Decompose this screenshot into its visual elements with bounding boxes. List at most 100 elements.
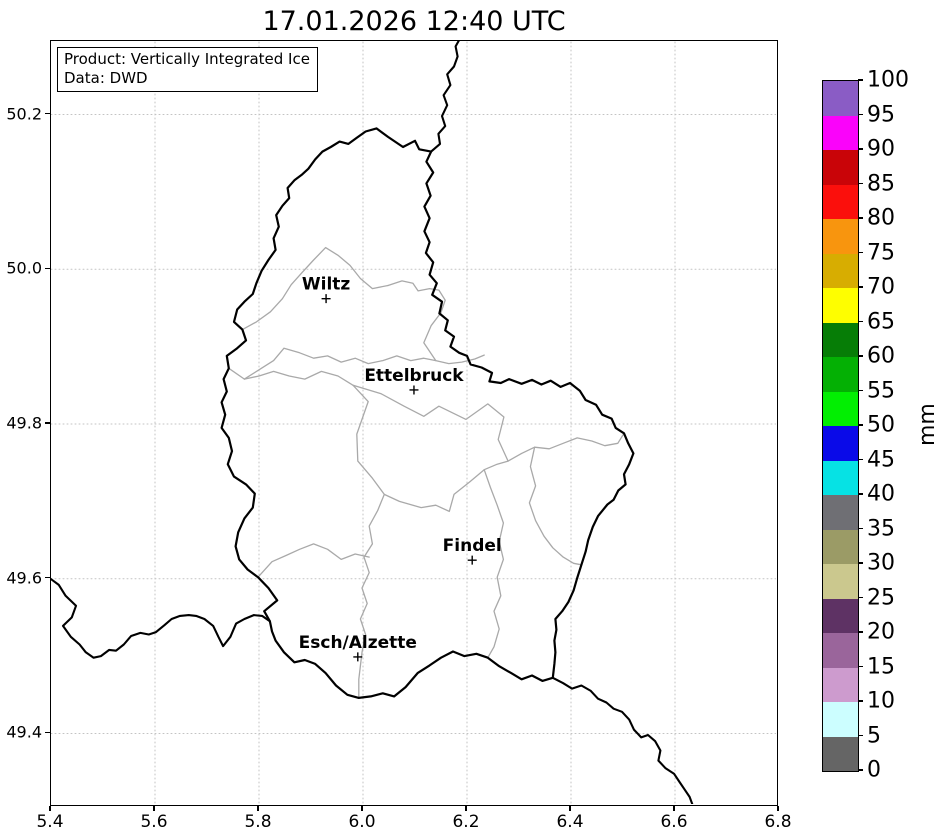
colorbar-segment-75-80 (823, 219, 858, 254)
colorbar-tick-mark (858, 631, 863, 633)
colorbar-tick-mark (858, 217, 863, 219)
x-tick-label: 6.8 (764, 812, 792, 832)
y-tick-mark (45, 112, 50, 115)
colorbar-segment-10-15 (823, 667, 858, 702)
colorbar-segment-95-100 (823, 81, 858, 116)
x-tick-mark (673, 806, 675, 811)
colorbar-tick-mark (858, 424, 863, 426)
x-tick-label: 6.6 (660, 812, 688, 832)
colorbar-tick-label: 5 (867, 723, 881, 748)
colorbar-tick-label: 85 (867, 171, 895, 196)
colorbar-tick-label: 70 (867, 274, 895, 300)
admin-border (528, 446, 583, 566)
colorbar-tick-mark (858, 148, 863, 150)
colorbar-segment-50-55 (823, 391, 858, 426)
colorbar-segment-0-5 (823, 736, 858, 771)
colorbar-tick-label: 25 (867, 585, 895, 610)
y-tick-mark (45, 267, 50, 269)
admin-border (228, 367, 354, 386)
colorbar-tick-mark (858, 700, 863, 702)
colorbar-tick-label: 30 (867, 550, 895, 576)
x-tick-label: 6.2 (452, 812, 480, 832)
border-france-belgium (51, 577, 271, 659)
colorbar-tick-mark (858, 79, 863, 81)
city-marker (321, 294, 331, 304)
x-tick-label: 5.6 (140, 812, 168, 832)
luxembourg-map: Wiltz Ettelbruck Findel Esch/Alzette (51, 41, 776, 804)
x-tick-mark (569, 806, 571, 811)
colorbar-tick-mark (858, 665, 863, 668)
colorbar-segment-90-95 (823, 115, 858, 150)
colorbar-tick-label: 55 (867, 378, 895, 403)
city-marker (467, 555, 477, 565)
colorbar-tick-mark (858, 527, 863, 530)
y-tick-label: 50.2 (6, 104, 42, 123)
x-tick-label: 6.4 (556, 812, 584, 832)
colorbar-tick-label: 50 (867, 412, 895, 438)
colorbar-tick-mark (858, 769, 863, 771)
colorbar-segment-25-30 (823, 564, 858, 599)
admin-border (257, 543, 370, 578)
city-label: Esch/Alzette (299, 633, 417, 653)
colorbar-tick-label: 20 (867, 619, 895, 645)
colorbar-segment-85-90 (823, 150, 858, 185)
colorbar-tick-label: 65 (867, 309, 895, 334)
colorbar-segment-40-45 (823, 460, 858, 495)
product-line: Product: Vertically Integrated Ice (64, 50, 310, 68)
colorbar-tick-mark (858, 596, 863, 599)
city-label: Findel (443, 536, 502, 556)
plot-title: 17.01.2026 12:40 UTC (262, 6, 566, 37)
map-plot-area: Wiltz Ettelbruck Findel Esch/Alzette (50, 40, 778, 806)
y-tick-mark (45, 731, 50, 734)
colorbar-tick-label: 15 (867, 654, 895, 679)
colorbar-tick-mark (858, 286, 863, 288)
colorbar-segment-70-75 (823, 253, 858, 288)
colorbar-segment-20-25 (823, 598, 858, 633)
admin-border (243, 347, 437, 380)
colorbar-segment-35-40 (823, 495, 858, 530)
x-tick-mark (361, 806, 363, 811)
colorbar (822, 80, 859, 772)
border-luxembourg (220, 127, 635, 699)
y-tick-label: 49.8 (6, 413, 42, 433)
colorbar-tick-mark (858, 251, 863, 254)
x-tick-mark (153, 806, 155, 811)
city-marker (353, 652, 363, 662)
y-tick-label: 49.4 (6, 722, 42, 742)
border-belgium-germany (430, 41, 460, 153)
colorbar-tick-label: 40 (867, 481, 895, 507)
admin-border (507, 432, 625, 462)
colorbar-tick-label: 10 (867, 688, 895, 714)
colorbar-tick-label: 0 (867, 757, 881, 783)
admin-border (483, 469, 505, 659)
colorbar-unit-label: mm (915, 403, 940, 446)
colorbar-segment-5-10 (823, 702, 858, 737)
colorbar-tick-mark (858, 113, 863, 116)
colorbar-segment-60-65 (823, 322, 858, 357)
x-tick-label: 6.0 (348, 812, 376, 832)
colorbar-tick-label: 90 (867, 136, 895, 162)
city-label: Ettelbruck (364, 366, 464, 386)
y-tick-label: 50.0 (6, 258, 42, 278)
y-tick-mark (45, 422, 50, 424)
colorbar-tick-label: 60 (867, 343, 895, 369)
city-marker (409, 385, 419, 395)
admin-border (358, 493, 385, 699)
x-tick-mark (257, 806, 259, 811)
colorbar-tick-label: 75 (867, 240, 895, 265)
x-tick-label: 5.8 (244, 812, 272, 832)
y-tick-label: 49.6 (6, 568, 42, 588)
city-label: Wiltz (302, 275, 351, 295)
x-tick-label: 5.4 (36, 812, 64, 832)
x-tick-mark (465, 806, 467, 811)
colorbar-tick-mark (858, 182, 863, 185)
x-tick-mark (777, 806, 779, 811)
colorbar-tick-label: 80 (867, 205, 895, 231)
colorbar-segment-65-70 (823, 288, 858, 323)
colorbar-tick-label: 35 (867, 516, 895, 541)
colorbar-tick-label: 45 (867, 447, 895, 472)
data-source-line: Data: DWD (64, 69, 148, 87)
colorbar-tick-mark (858, 734, 863, 737)
border-france-germany (551, 676, 694, 804)
